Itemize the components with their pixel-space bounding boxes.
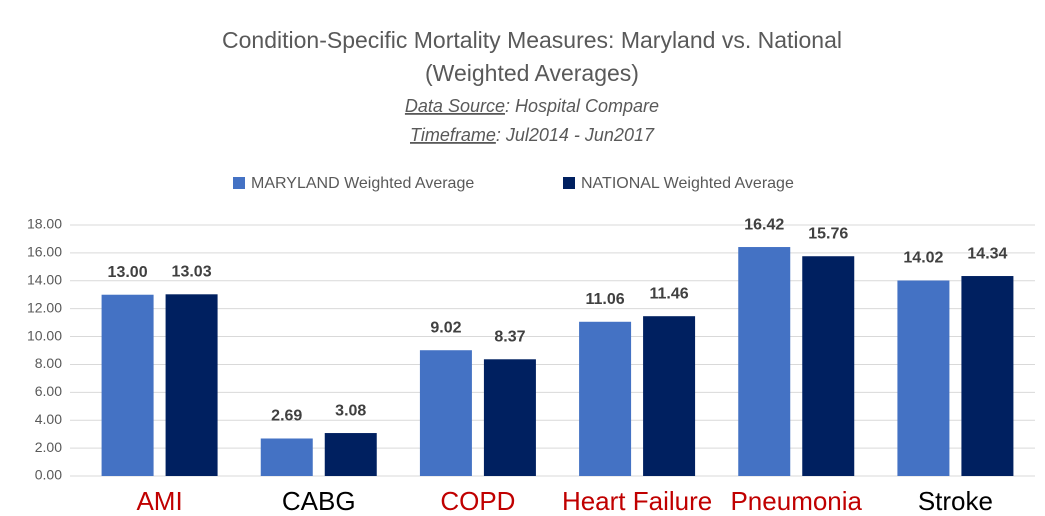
value-label: 13.03 [172, 264, 212, 281]
y-tick-label: 8.00 [35, 355, 62, 371]
bar [101, 294, 154, 476]
subtitle-label: Timeframe [410, 125, 496, 145]
value-label: 3.08 [335, 402, 366, 419]
y-tick-label: 14.00 [27, 271, 62, 287]
y-tick-label: 2.00 [35, 439, 62, 455]
value-label: 14.02 [903, 250, 943, 267]
subtitle-text: : Jul2014 - Jun2017 [496, 125, 655, 145]
bar [643, 316, 696, 476]
subtitle: Timeframe: Jul2014 - Jun2017 [410, 125, 655, 145]
legend-swatch [563, 177, 575, 189]
x-tick-label: AMI [136, 486, 182, 516]
value-label: 2.69 [271, 408, 302, 425]
chart-title: (Weighted Averages) [425, 60, 639, 86]
y-tick-label: 4.00 [35, 411, 62, 427]
value-label: 16.42 [744, 216, 784, 233]
y-tick-label: 10.00 [27, 327, 62, 343]
y-tick-label: 12.00 [27, 299, 62, 315]
bar [579, 321, 632, 476]
x-tick-label: Stroke [918, 486, 993, 516]
bar [961, 276, 1014, 476]
bar [483, 359, 536, 476]
value-label: 11.46 [650, 285, 689, 302]
chart-title: Condition-Specific Mortality Measures: M… [222, 27, 842, 53]
y-tick-label: 6.00 [35, 383, 62, 399]
value-label: 14.34 [967, 245, 1007, 262]
value-label: 13.00 [108, 264, 148, 281]
subtitle-text: : Hospital Compare [505, 96, 659, 116]
value-label: 8.37 [494, 329, 525, 346]
value-label: 9.02 [430, 319, 461, 336]
legend-label: NATIONAL Weighted Average [581, 175, 794, 192]
legend-label: MARYLAND Weighted Average [251, 175, 474, 192]
value-label: 11.06 [586, 291, 625, 308]
subtitle: Data Source: Hospital Compare [405, 96, 659, 116]
x-tick-label: CABG [282, 486, 356, 516]
x-tick-label: Pneumonia [730, 486, 862, 516]
y-tick-label: 0.00 [35, 467, 62, 483]
y-tick-label: 18.00 [27, 216, 62, 232]
value-label: 15.76 [808, 225, 848, 242]
x-tick-label: COPD [440, 486, 515, 516]
bar [738, 247, 791, 476]
bar [802, 256, 855, 476]
bar [324, 433, 377, 476]
bar [897, 280, 950, 476]
bar [165, 294, 218, 476]
axis-cover [0, 481, 1045, 516]
y-tick-label: 16.00 [27, 244, 62, 260]
bar [419, 350, 472, 476]
x-tick-label: Heart Failure [562, 486, 712, 516]
bar [260, 438, 313, 476]
legend-swatch [233, 177, 245, 189]
subtitle-label: Data Source [405, 96, 505, 116]
